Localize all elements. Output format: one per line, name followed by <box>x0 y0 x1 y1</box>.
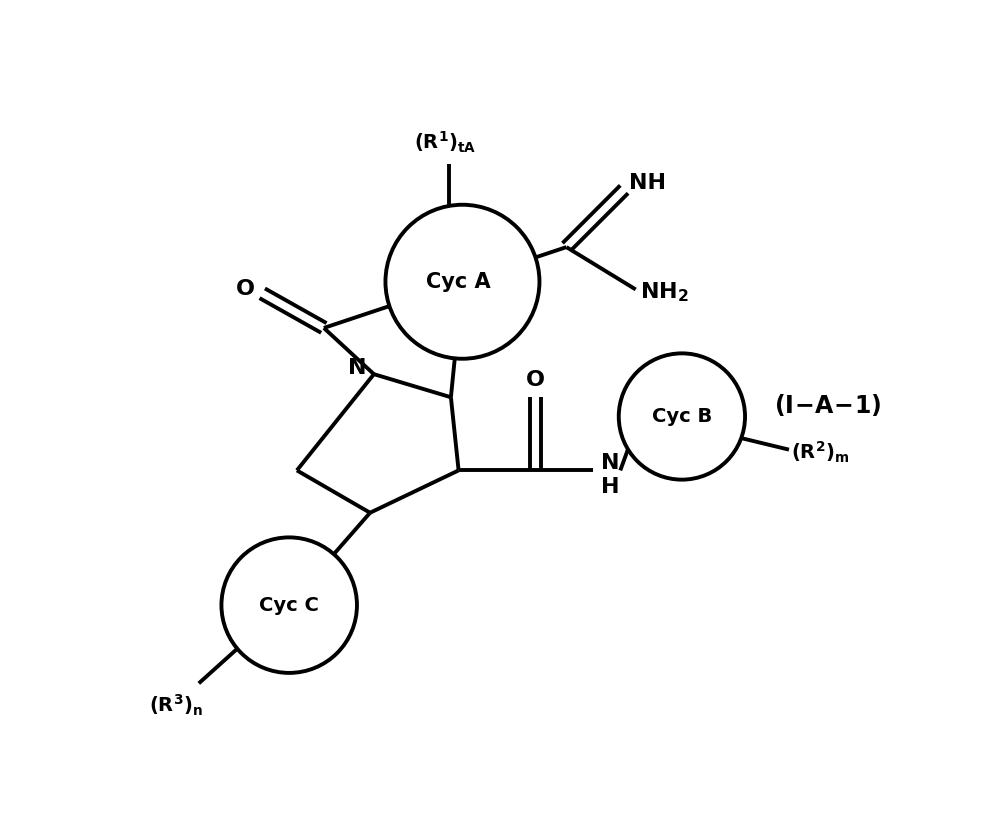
Text: O: O <box>236 280 255 299</box>
Text: Cyc A: Cyc A <box>426 272 491 291</box>
Circle shape <box>385 205 539 359</box>
Circle shape <box>221 538 357 673</box>
Text: $\mathbf{(R^3)_n}$: $\mathbf{(R^3)_n}$ <box>149 692 203 717</box>
Text: $\mathbf{NH_2}$: $\mathbf{NH_2}$ <box>640 280 689 303</box>
Circle shape <box>619 354 745 480</box>
Text: Cyc B: Cyc B <box>652 407 712 426</box>
Text: N: N <box>348 358 366 378</box>
Text: H: H <box>601 477 620 497</box>
Text: O: O <box>526 370 545 391</box>
Text: $\mathbf{(I\!-\!A\!-\!1)}$: $\mathbf{(I\!-\!A\!-\!1)}$ <box>774 392 882 418</box>
Text: N: N <box>601 453 620 473</box>
Text: Cyc C: Cyc C <box>259 596 319 615</box>
Text: $\mathbf{(R^1)_{tA}}$: $\mathbf{(R^1)_{tA}}$ <box>414 129 476 155</box>
Text: NH: NH <box>629 173 666 193</box>
Text: $\mathbf{(R^2)_m}$: $\mathbf{(R^2)_m}$ <box>791 439 849 465</box>
